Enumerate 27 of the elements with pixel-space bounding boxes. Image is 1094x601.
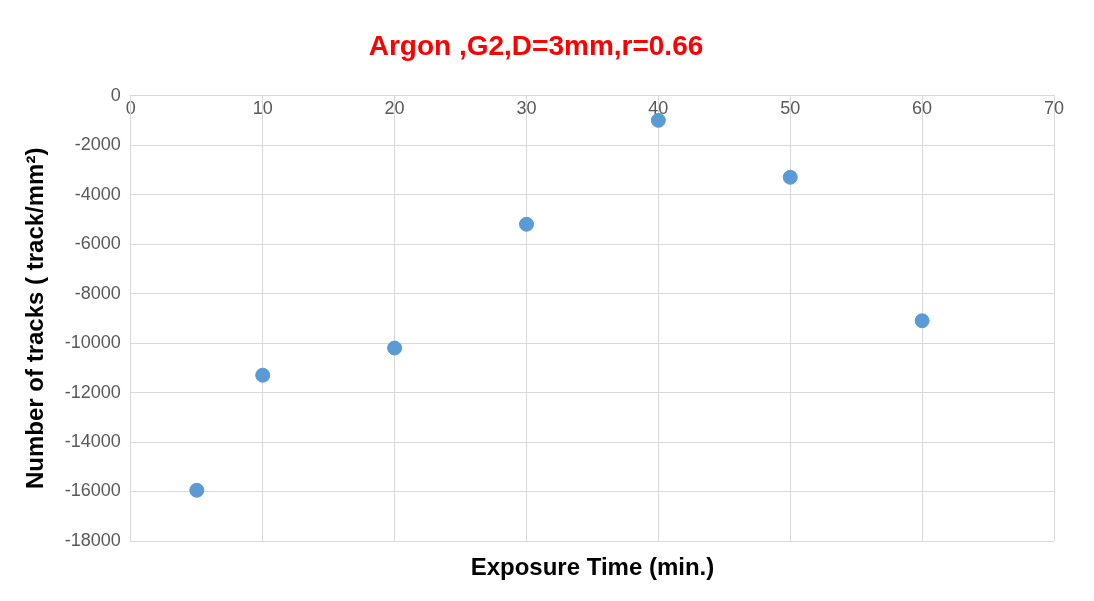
- chart-title: Argon ,G2,D=3mm,r=0.66: [368, 29, 704, 61]
- y-tick-label: 0: [110, 84, 121, 105]
- y-tick-label: -16000: [64, 480, 121, 501]
- y-tick-label: -10000: [64, 332, 121, 353]
- x-tick-label: 70: [1043, 98, 1065, 119]
- y-tick-label: -12000: [64, 381, 121, 402]
- y-tick-label: -18000: [64, 529, 121, 550]
- x-tick-label: 50: [780, 98, 801, 119]
- y-tick-label: -6000: [74, 233, 121, 254]
- point: [782, 169, 798, 185]
- x-tick-label: 0: [125, 98, 136, 119]
- y-axis-title: Number of tracks ( track/mm²): [21, 147, 49, 490]
- point: [518, 216, 534, 232]
- x-tick-label: 30: [516, 98, 537, 119]
- x-tick-label: 60: [912, 98, 933, 119]
- x-tick-label: 10: [252, 98, 273, 119]
- y-tick-label: -4000: [74, 183, 121, 204]
- y-tick-label: -8000: [74, 282, 121, 303]
- point: [387, 340, 403, 356]
- point: [914, 313, 930, 329]
- x-tick-label: 20: [384, 98, 405, 119]
- y-tick-label: -2000: [74, 134, 121, 155]
- x-tick-label: 40: [648, 98, 669, 119]
- point: [255, 367, 271, 383]
- y-tick-label: -14000: [64, 430, 121, 451]
- x-axis-title: Exposure Time (min.): [470, 552, 715, 580]
- point: [189, 482, 205, 498]
